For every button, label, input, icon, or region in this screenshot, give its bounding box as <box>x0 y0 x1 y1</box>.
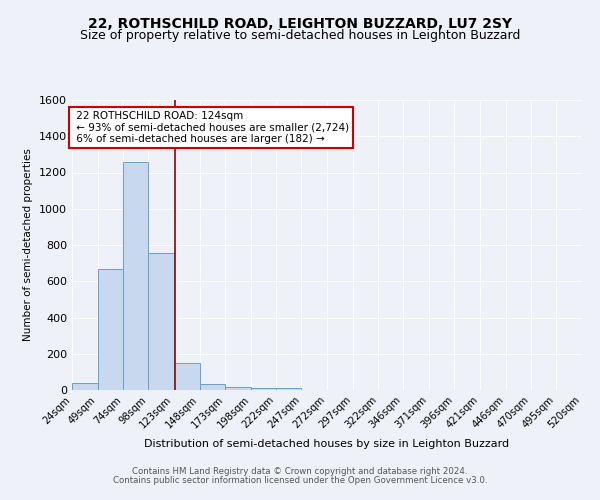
Text: Contains HM Land Registry data © Crown copyright and database right 2024.: Contains HM Land Registry data © Crown c… <box>132 467 468 476</box>
Text: Contains public sector information licensed under the Open Government Licence v3: Contains public sector information licen… <box>113 476 487 485</box>
Y-axis label: Number of semi-detached properties: Number of semi-detached properties <box>23 148 34 342</box>
Bar <box>275 388 301 390</box>
Text: 22 ROTHSCHILD ROAD: 124sqm
 ← 93% of semi-detached houses are smaller (2,724)
 6: 22 ROTHSCHILD ROAD: 124sqm ← 93% of semi… <box>73 111 349 144</box>
Bar <box>148 253 174 390</box>
Text: Size of property relative to semi-detached houses in Leighton Buzzard: Size of property relative to semi-detach… <box>80 29 520 42</box>
Bar <box>98 268 124 390</box>
Text: 22, ROTHSCHILD ROAD, LEIGHTON BUZZARD, LU7 2SY: 22, ROTHSCHILD ROAD, LEIGHTON BUZZARD, L… <box>88 18 512 32</box>
Bar <box>225 386 251 390</box>
Bar <box>72 383 98 390</box>
Bar <box>199 384 225 390</box>
Bar <box>251 388 275 390</box>
X-axis label: Distribution of semi-detached houses by size in Leighton Buzzard: Distribution of semi-detached houses by … <box>145 439 509 449</box>
Bar <box>124 162 148 390</box>
Bar <box>174 363 199 390</box>
